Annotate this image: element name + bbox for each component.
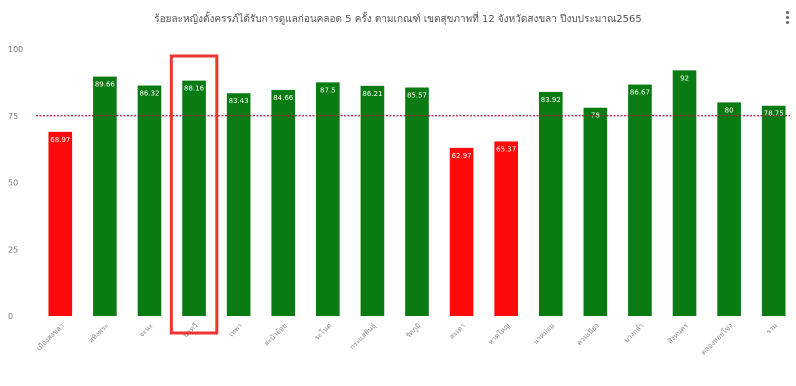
data-label: 68.97 [50,136,70,144]
data-label: 83.43 [229,97,249,105]
data-label: 83.92 [541,96,561,104]
x-tick-label: สะบ้าย้อย [263,322,289,348]
bar-6[interactable] [271,89,296,317]
data-label: 86.21 [362,90,382,98]
data-label: 78 [591,112,600,120]
bar-13[interactable] [583,107,608,317]
bar-15[interactable] [672,70,697,316]
y-tick-label: 100 [8,45,23,54]
data-label: 86.32 [139,90,159,98]
x-tick-label: เมืองสงขลา [35,322,66,353]
data-label: 65.37 [496,145,516,153]
y-tick-label: 25 [8,245,18,254]
bar-2[interactable] [93,76,117,316]
y-tick-label: 50 [8,179,18,188]
data-label: 86.67 [630,89,650,97]
bar-11[interactable] [494,141,518,316]
x-tick-label: บางกล่ำ [622,321,646,345]
bar-10[interactable] [449,147,474,316]
x-tick-label: สทิงพระ [87,322,110,345]
x-tick-label: สะเดา [448,322,467,341]
bar-4[interactable] [182,80,206,317]
bar-1[interactable] [48,131,73,316]
bar-9[interactable] [405,87,429,316]
chart-title: ร้อยละหญิงตั้งครรภ์ได้รับการดูแลก่อนคลอด… [154,11,641,25]
x-tick-label: รัตภูมิ [404,322,422,340]
x-tick-label: ระโนด [312,321,333,342]
data-label: 88.16 [184,85,205,93]
bar-5[interactable] [226,93,251,316]
data-label: 92 [680,74,689,82]
highlight-box [169,54,219,335]
bar-8[interactable] [360,85,385,316]
x-tick-label: นาทวี [182,322,200,340]
x-tick-label: รวม [765,322,779,336]
bar-17[interactable] [761,105,786,316]
y-tick-label: 0 [8,312,13,321]
x-tick-label: กระแสสินธุ์ [348,322,378,352]
data-label: 80 [725,106,734,114]
bar-16[interactable] [717,102,741,317]
data-label: 84.66 [273,94,294,102]
x-tick-label: จะนะ [138,322,155,339]
bar-7[interactable] [316,82,340,316]
data-label: 87.5 [320,86,336,94]
chart-menu-icon[interactable] [782,10,792,28]
x-tick-label: เทพา [227,322,244,339]
data-label: 85.57 [407,92,427,100]
x-tick-label: หาดใหญ่ [486,321,512,347]
data-label: 89.66 [95,81,116,89]
data-label: 78.75 [764,110,784,118]
y-tick-label: 75 [8,112,18,121]
x-tick-label: ควนเนียง [575,322,601,348]
data-label: 62.97 [452,152,472,160]
x-tick-label: คลองหอยโข่ง [699,321,735,357]
bar-14[interactable] [628,84,652,317]
x-tick-label: นาหม่อม [532,322,557,347]
bar-3[interactable] [137,85,162,316]
x-tick-label: สิงหนคร [666,322,690,346]
bar-12[interactable] [538,91,563,317]
